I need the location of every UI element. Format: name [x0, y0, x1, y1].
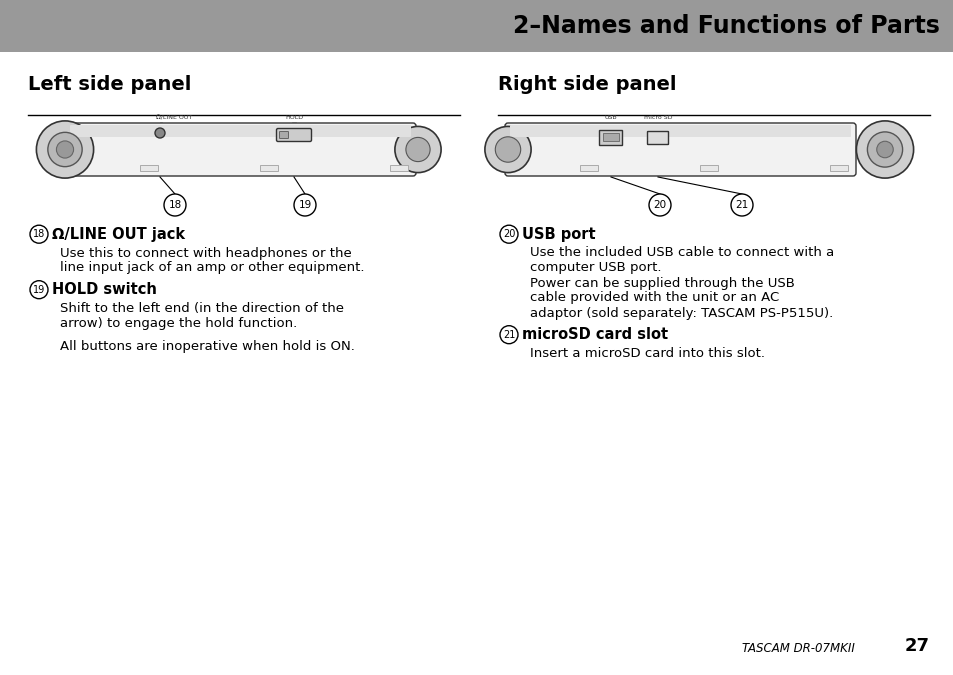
Circle shape [405, 138, 430, 161]
Text: USB: USB [604, 115, 617, 120]
Circle shape [154, 128, 165, 138]
FancyBboxPatch shape [598, 130, 622, 144]
FancyBboxPatch shape [700, 165, 718, 171]
Text: line input jack of an amp or other equipment.: line input jack of an amp or other equip… [60, 261, 364, 275]
Text: 20: 20 [653, 200, 666, 210]
Circle shape [730, 194, 752, 216]
FancyBboxPatch shape [647, 132, 668, 144]
Text: microSD card slot: microSD card slot [521, 327, 667, 342]
FancyBboxPatch shape [140, 165, 158, 171]
Text: Left side panel: Left side panel [28, 75, 192, 94]
Text: Right side panel: Right side panel [497, 75, 676, 94]
Text: Shift to the left end (in the direction of the: Shift to the left end (in the direction … [60, 302, 344, 315]
Text: adaptor (sold separately: TASCAM PS-P515U).: adaptor (sold separately: TASCAM PS-P515… [530, 306, 832, 319]
Text: Ω/LINE OUT jack: Ω/LINE OUT jack [52, 227, 185, 242]
Text: All buttons are inoperative when hold is ON.: All buttons are inoperative when hold is… [60, 340, 355, 353]
Text: 21: 21 [502, 329, 515, 340]
Text: 18: 18 [32, 230, 45, 239]
FancyBboxPatch shape [829, 165, 847, 171]
FancyBboxPatch shape [260, 165, 277, 171]
FancyBboxPatch shape [602, 133, 618, 141]
Text: Ω/LINE OUT: Ω/LINE OUT [156, 115, 193, 120]
Circle shape [856, 121, 913, 178]
Text: Use the included USB cable to connect with a: Use the included USB cable to connect wi… [530, 246, 833, 259]
Circle shape [499, 326, 517, 344]
Circle shape [30, 225, 48, 243]
FancyBboxPatch shape [65, 123, 416, 176]
Text: TASCAM DR-07MKII: TASCAM DR-07MKII [741, 642, 854, 655]
Circle shape [876, 141, 892, 158]
Text: USB port: USB port [521, 227, 595, 242]
Bar [0, 0, 953, 52]
FancyBboxPatch shape [276, 128, 312, 142]
Circle shape [48, 132, 82, 167]
Circle shape [395, 126, 440, 173]
Text: HOLD: HOLD [285, 115, 303, 120]
FancyBboxPatch shape [390, 165, 408, 171]
Text: 2–Names and Functions of Parts: 2–Names and Functions of Parts [513, 14, 939, 38]
Circle shape [56, 141, 73, 158]
Circle shape [495, 137, 520, 162]
Circle shape [164, 194, 186, 216]
Circle shape [484, 126, 531, 173]
Text: Use this to connect with headphones or the: Use this to connect with headphones or t… [60, 246, 352, 259]
Text: cable provided with the unit or an AC: cable provided with the unit or an AC [530, 292, 779, 304]
Text: Insert a microSD card into this slot.: Insert a microSD card into this slot. [530, 347, 764, 360]
Text: 21: 21 [735, 200, 748, 210]
Text: Power can be supplied through the USB: Power can be supplied through the USB [530, 277, 794, 290]
FancyBboxPatch shape [279, 132, 288, 138]
FancyBboxPatch shape [510, 125, 850, 137]
Circle shape [499, 225, 517, 243]
FancyBboxPatch shape [504, 123, 855, 176]
Circle shape [30, 281, 48, 299]
Text: 19: 19 [32, 285, 45, 295]
Text: 27: 27 [904, 637, 929, 655]
Circle shape [866, 132, 902, 167]
Text: 19: 19 [298, 200, 312, 210]
Circle shape [36, 121, 93, 178]
Text: micro SD: micro SD [643, 115, 672, 120]
Text: computer USB port.: computer USB port. [530, 261, 660, 275]
Text: 20: 20 [502, 230, 515, 239]
Text: arrow) to engage the hold function.: arrow) to engage the hold function. [60, 317, 297, 330]
Text: HOLD switch: HOLD switch [52, 282, 156, 297]
Text: 18: 18 [168, 200, 181, 210]
Circle shape [294, 194, 315, 216]
Circle shape [648, 194, 670, 216]
FancyBboxPatch shape [579, 165, 598, 171]
FancyBboxPatch shape [70, 125, 411, 137]
